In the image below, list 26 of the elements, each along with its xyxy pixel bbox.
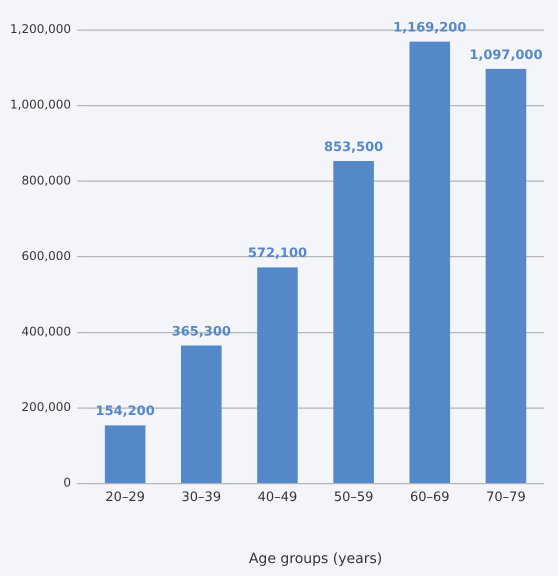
y-tick-label: 1,200,000 xyxy=(10,22,72,36)
x-tick-label: 50–59 xyxy=(334,490,374,505)
bar xyxy=(486,68,526,483)
data-label: 365,300 xyxy=(172,324,231,340)
data-label: 853,500 xyxy=(324,140,384,155)
x-tick-label: 70–79 xyxy=(486,490,526,505)
x-tick-label: 20–29 xyxy=(105,490,145,505)
data-label: 154,200 xyxy=(96,404,155,420)
bar xyxy=(409,42,450,483)
x-tick-label: 60–69 xyxy=(410,490,450,505)
data-label: 1,097,000 xyxy=(469,48,543,63)
data-label: 1,169,200 xyxy=(393,20,466,36)
y-tick-label: 1,000,000 xyxy=(10,98,72,112)
x-tick-label: 30–39 xyxy=(182,490,222,505)
y-tick-label: 600,000 xyxy=(21,248,72,263)
y-tick-label: 200,000 xyxy=(21,400,72,414)
bar xyxy=(333,160,374,483)
y-tick-label: 0 xyxy=(63,476,72,490)
x-tick-label: 40–49 xyxy=(258,490,298,505)
y-tick-label: 400,000 xyxy=(21,324,72,339)
bar xyxy=(257,267,298,483)
bar xyxy=(181,346,222,483)
y-tick-label: 800,000 xyxy=(21,173,72,188)
x-axis-title: Age groups (years) xyxy=(248,551,382,568)
data-label: 572,100 xyxy=(248,246,308,262)
bar xyxy=(104,425,146,483)
